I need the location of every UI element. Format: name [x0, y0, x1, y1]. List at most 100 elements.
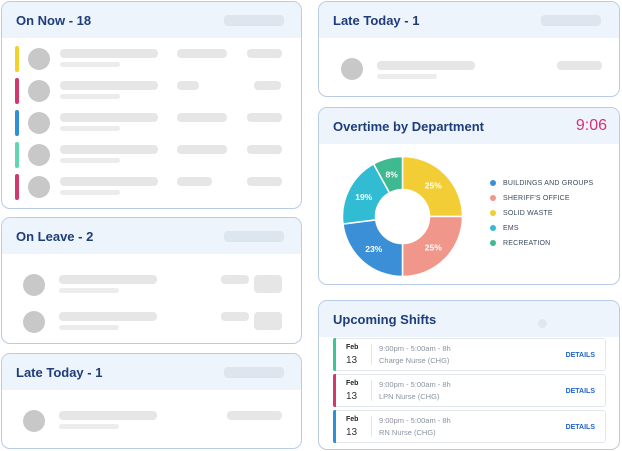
status-stripe: [15, 110, 19, 136]
value-placeholder: [177, 177, 212, 186]
value-placeholder: [221, 275, 249, 284]
late-today-card: Late Today - 1: [1, 353, 302, 449]
shift-time: 9:00pm - 5:00am - 8h: [379, 416, 451, 425]
legend-item: SOLID WASTE: [490, 210, 553, 217]
legend-label: BUILDINGS AND GROUPS: [503, 180, 594, 187]
value-placeholder: [247, 177, 282, 186]
name-placeholder: [60, 113, 158, 122]
name-placeholder: [60, 177, 158, 186]
donut-slice-label: 23%: [365, 244, 382, 254]
divider: [371, 380, 372, 401]
subtitle-placeholder: [59, 424, 119, 429]
name-placeholder: [377, 61, 475, 70]
late-today-row[interactable]: [2, 406, 301, 436]
donut-slice-label: 25%: [425, 181, 442, 191]
value-placeholder: [177, 145, 227, 154]
legend-dot: [490, 210, 496, 217]
value-placeholder: [177, 113, 227, 122]
on-now-row[interactable]: [2, 44, 301, 74]
late-today-right-card: Late Today - 1: [318, 1, 620, 97]
shift-role: LPN Nurse (CHG): [379, 392, 440, 401]
name-placeholder: [59, 275, 157, 284]
value-placeholder: [254, 81, 281, 90]
subtitle-placeholder: [60, 190, 120, 195]
legend-label: SHERIFF'S OFFICE: [503, 195, 570, 202]
avatar: [28, 48, 50, 70]
on-leave-card: On Leave - 2: [1, 217, 302, 344]
legend-dot: [490, 195, 496, 202]
value-placeholder: [557, 61, 602, 70]
subtitle-placeholder: [60, 94, 120, 99]
value-placeholder: [221, 312, 249, 321]
subtitle-placeholder: [59, 288, 119, 293]
shift-stripe: [333, 338, 336, 371]
legend-label: SOLID WASTE: [503, 210, 553, 217]
divider: [371, 416, 372, 437]
legend-item: RECREATION: [490, 240, 550, 247]
name-placeholder: [59, 312, 157, 321]
on-leave-title: On Leave - 2: [16, 228, 94, 244]
legend-label: RECREATION: [503, 240, 551, 247]
overtime-card: Overtime by Department 9:06 25% 25% 23% 19%…: [318, 107, 620, 285]
details-link[interactable]: DETAILS: [565, 388, 595, 395]
subtitle-placeholder: [60, 62, 120, 67]
name-placeholder: [60, 49, 158, 58]
shift-month: Feb: [346, 416, 359, 423]
on-now-header-placeholder: [224, 15, 284, 26]
name-placeholder: [59, 411, 157, 420]
value-placeholder: [254, 312, 282, 330]
upcoming-shifts-title: Upcoming Shifts: [333, 311, 437, 327]
on-now-title: On Now - 18: [16, 12, 92, 28]
on-now-row[interactable]: [2, 76, 301, 106]
late-today-right-row[interactable]: [319, 56, 619, 86]
subtitle-placeholder: [59, 325, 119, 330]
value-placeholder: [177, 49, 227, 58]
avatar: [28, 112, 50, 134]
status-stripe: [15, 78, 19, 104]
shift-stripe: [333, 410, 336, 443]
name-placeholder: [60, 145, 158, 154]
late-today-header: Late Today - 1: [2, 354, 301, 390]
details-link[interactable]: DETAILS: [565, 352, 595, 359]
subtitle-placeholder: [60, 126, 120, 131]
overtime-clock: 9:06: [575, 117, 607, 134]
late-today-right-header-placeholder: [541, 15, 601, 26]
legend-item: BUILDINGS AND GROUPS: [490, 180, 593, 187]
shift-day: 13: [346, 427, 358, 438]
on-leave-row[interactable]: [2, 307, 301, 337]
name-placeholder: [60, 81, 158, 90]
on-leave-row[interactable]: [2, 270, 301, 300]
donut-slice: [401, 155, 464, 218]
value-placeholder: [177, 81, 199, 90]
legend-item: EMS: [490, 225, 519, 232]
shift-row[interactable]: Feb 13 9:00pm - 5:00am - 8h Charge Nurse…: [333, 338, 606, 371]
late-today-header-placeholder: [224, 367, 284, 378]
shift-row[interactable]: Feb 13 9:00pm - 5:00am - 8h RN Nurse (CH…: [333, 410, 606, 443]
shift-time: 9:00pm - 5:00am - 8h: [379, 380, 451, 389]
on-now-row[interactable]: [2, 172, 301, 202]
overtime-header: Overtime by Department 9:06: [319, 108, 619, 144]
value-placeholder: [247, 49, 282, 58]
details-link[interactable]: DETAILS: [565, 424, 595, 431]
late-today-right-header: Late Today - 1: [319, 2, 619, 38]
on-leave-header: On Leave - 2: [2, 218, 301, 254]
legend-dot: [490, 240, 496, 247]
value-placeholder: [247, 113, 282, 122]
subtitle-placeholder: [60, 158, 120, 163]
value-placeholder: [254, 275, 282, 293]
shift-role: RN Nurse (CHG): [379, 428, 436, 437]
avatar: [23, 274, 45, 296]
avatar: [28, 176, 50, 198]
shift-row[interactable]: Feb 13 9:00pm - 5:00am - 8h LPN Nurse (C…: [333, 374, 606, 407]
avatar: [23, 311, 45, 333]
late-today-right-title: Late Today - 1: [333, 12, 420, 28]
upcoming-shifts-card: Upcoming Shifts Feb 13 9:00pm - 5:00am -…: [318, 300, 620, 450]
subtitle-placeholder: [377, 74, 437, 79]
donut-slice-label: 25%: [425, 242, 442, 252]
on-now-row[interactable]: [2, 108, 301, 138]
on-now-header: On Now - 18: [2, 2, 301, 38]
legend-dot: [490, 225, 496, 232]
on-now-row[interactable]: [2, 140, 301, 170]
donut-slice: [372, 155, 404, 194]
header-dot: [538, 319, 547, 328]
